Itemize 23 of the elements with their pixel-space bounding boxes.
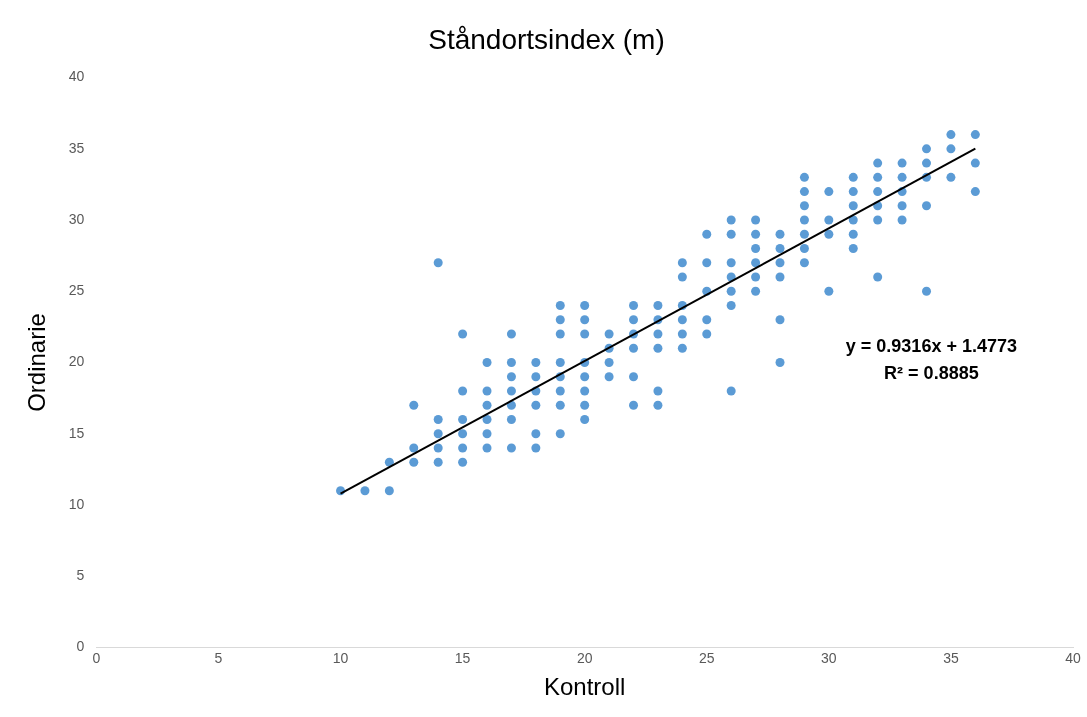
x-tick-label: 40	[1065, 649, 1081, 666]
x-tick-label: 15	[454, 649, 471, 666]
y-tick-label: 5	[76, 567, 85, 584]
y-tick-label: 35	[68, 139, 85, 156]
annotation: R² = 0.8885	[884, 363, 979, 384]
y-axis-title: Ordinarie	[23, 313, 51, 412]
x-axis-title: Kontroll	[544, 673, 626, 701]
y-tick-label: 40	[68, 68, 85, 85]
x-tick-label: 10	[332, 649, 349, 666]
y-tick-label: 20	[68, 353, 85, 370]
y-tick-label: 0	[76, 638, 85, 655]
x-tick-label: 20	[576, 649, 593, 666]
y-tick-label: 15	[68, 424, 85, 441]
x-tick-label: 5	[214, 649, 223, 666]
chart-title: Ståndortsindex (m)	[428, 23, 665, 55]
x-tick-label: 0	[92, 649, 101, 666]
y-tick-label: 30	[68, 210, 85, 227]
x-tick-label: 30	[821, 649, 837, 666]
x-tick-label: 25	[698, 649, 715, 666]
y-tick-label: 10	[68, 495, 85, 512]
annotation: y = 0.9316x + 1.4773	[845, 336, 1017, 357]
x-tick-label: 35	[943, 649, 959, 666]
y-tick-label: 25	[68, 282, 85, 299]
